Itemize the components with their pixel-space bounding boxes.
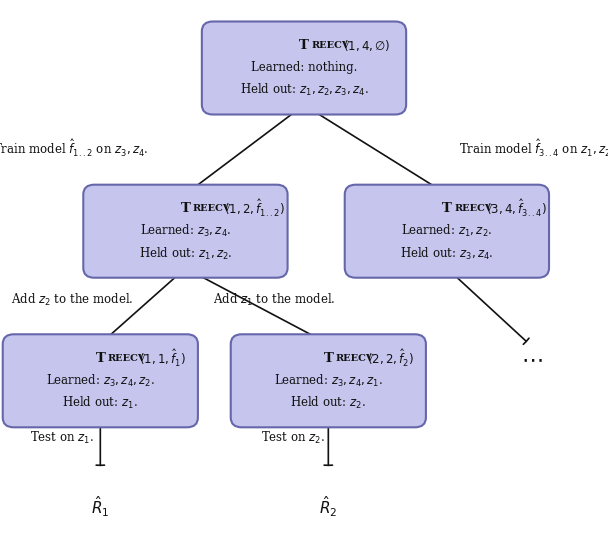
Text: REECV: REECV	[193, 205, 231, 213]
Text: Add $z_1$ to the model.: Add $z_1$ to the model.	[213, 292, 335, 308]
Text: Held out: $z_1$.: Held out: $z_1$.	[63, 395, 138, 411]
Text: REECV: REECV	[108, 354, 146, 363]
Text: REECV: REECV	[336, 354, 374, 363]
FancyBboxPatch shape	[83, 185, 288, 278]
Text: Train model $\hat{f}_{1..2}$ on $z_3, z_4$.: Train model $\hat{f}_{1..2}$ on $z_3, z_…	[0, 138, 149, 158]
Text: Train model $\hat{f}_{3..4}$ on $z_1, z_2$.: Train model $\hat{f}_{3..4}$ on $z_1, z_…	[459, 138, 608, 158]
Text: $(2, 2, \hat{f}_2)$: $(2, 2, \hat{f}_2)$	[367, 348, 414, 369]
Text: $(1, 2, \hat{f}_{1..2})$: $(1, 2, \hat{f}_{1..2})$	[224, 199, 285, 219]
Text: $\hat{R}_1$: $\hat{R}_1$	[91, 494, 109, 520]
Text: Test on $z_1$.: Test on $z_1$.	[30, 430, 94, 446]
FancyBboxPatch shape	[231, 334, 426, 428]
Text: Held out: $z_1, z_2$.: Held out: $z_1, z_2$.	[139, 245, 232, 262]
Text: T: T	[299, 39, 309, 52]
Text: Learned: nothing.: Learned: nothing.	[251, 61, 357, 75]
Text: T: T	[323, 352, 333, 365]
FancyBboxPatch shape	[202, 21, 406, 115]
Text: Held out: $z_1, z_2, z_3, z_4$.: Held out: $z_1, z_2, z_3, z_4$.	[240, 82, 368, 98]
Text: T: T	[95, 352, 105, 365]
Text: T: T	[181, 202, 190, 215]
Text: Held out: $z_3, z_4$.: Held out: $z_3, z_4$.	[400, 245, 494, 262]
Text: REECV: REECV	[454, 205, 492, 213]
Text: Learned: $z_3, z_4$.: Learned: $z_3, z_4$.	[140, 223, 231, 239]
FancyBboxPatch shape	[345, 185, 549, 278]
Text: T: T	[442, 202, 452, 215]
Text: $\hat{R}_2$: $\hat{R}_2$	[319, 494, 337, 520]
Text: Learned: $z_1, z_2$.: Learned: $z_1, z_2$.	[401, 223, 492, 239]
Text: Add $z_2$ to the model.: Add $z_2$ to the model.	[11, 292, 133, 308]
Text: Learned: $z_3, z_4, z_2$.: Learned: $z_3, z_4, z_2$.	[46, 373, 155, 389]
Text: $\cdots$: $\cdots$	[521, 348, 543, 370]
Text: Held out: $z_2$.: Held out: $z_2$.	[291, 395, 366, 411]
Text: $(1, 4, \emptyset)$: $(1, 4, \emptyset)$	[343, 38, 390, 53]
Text: Learned: $z_3, z_4, z_1$.: Learned: $z_3, z_4, z_1$.	[274, 373, 383, 389]
Text: $(1, 1, \hat{f}_1)$: $(1, 1, \hat{f}_1)$	[139, 348, 186, 369]
Text: REECV: REECV	[311, 41, 350, 50]
FancyBboxPatch shape	[3, 334, 198, 428]
Text: Test on $z_2$.: Test on $z_2$.	[261, 430, 325, 446]
Text: $(3, 4, \hat{f}_{3..4})$: $(3, 4, \hat{f}_{3..4})$	[486, 199, 547, 219]
